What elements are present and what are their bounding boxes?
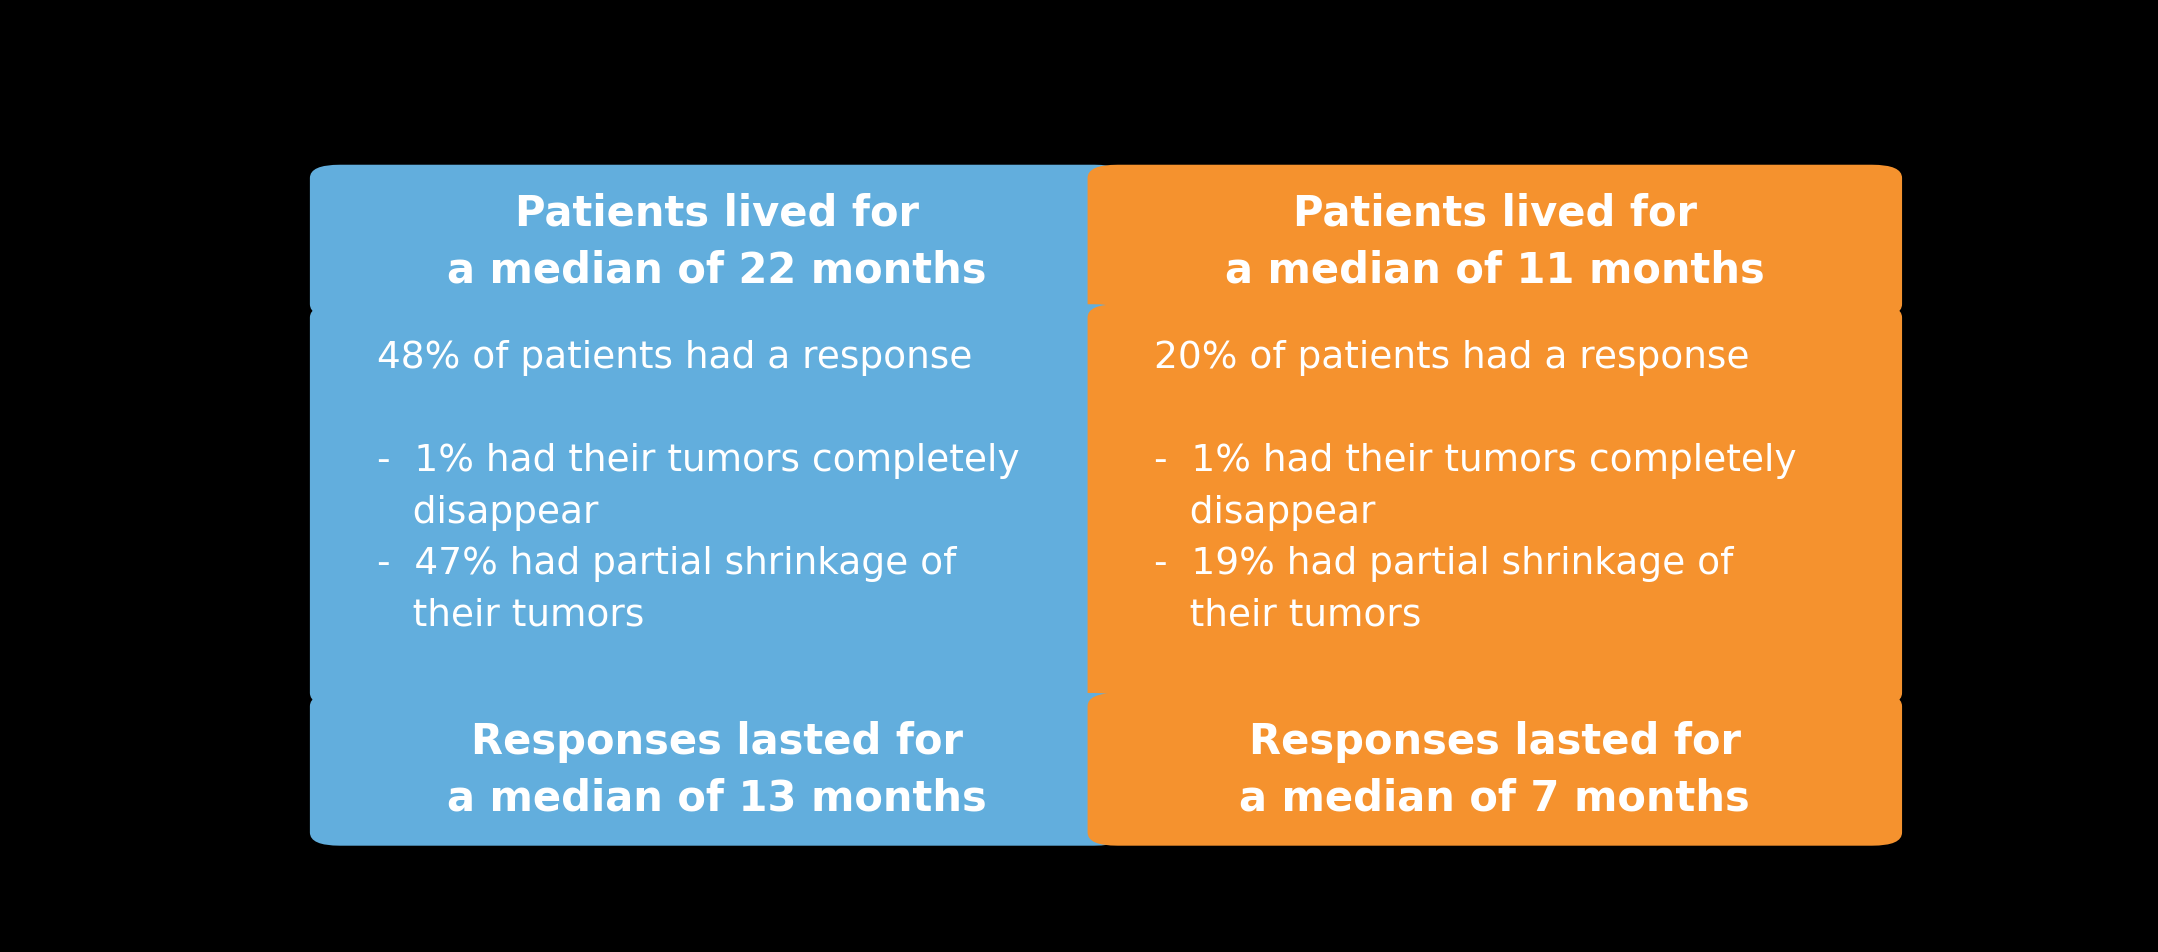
FancyBboxPatch shape [311, 305, 1124, 706]
FancyBboxPatch shape [311, 693, 1124, 845]
Text: 20% of patients had a response

-  1% had their tumors completely
   disappear
-: 20% of patients had a response - 1% had … [1155, 340, 1798, 633]
FancyBboxPatch shape [311, 166, 1124, 318]
FancyBboxPatch shape [1088, 305, 1901, 706]
Text: Responses lasted for
a median of 7 months: Responses lasted for a median of 7 month… [1239, 720, 1750, 819]
FancyBboxPatch shape [1088, 693, 1901, 845]
Text: Patients lived for
a median of 11 months: Patients lived for a median of 11 months [1226, 192, 1765, 291]
Text: 48% of patients had a response

-  1% had their tumors completely
   disappear
-: 48% of patients had a response - 1% had … [378, 340, 1019, 633]
Text: Patients lived for
a median of 22 months: Patients lived for a median of 22 months [447, 192, 986, 291]
FancyBboxPatch shape [1088, 166, 1901, 318]
Text: Responses lasted for
a median of 13 months: Responses lasted for a median of 13 mont… [447, 720, 986, 819]
